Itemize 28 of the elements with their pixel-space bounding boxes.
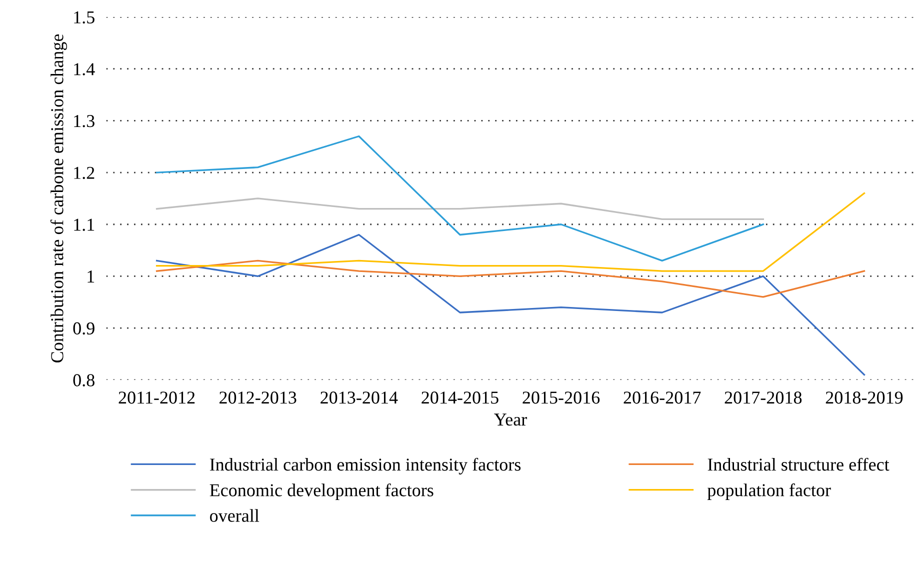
y-tick-label: 0.8 bbox=[73, 374, 94, 386]
y-tick-label: 1.1 bbox=[74, 218, 94, 231]
y-tick-label: 1.5 bbox=[74, 11, 94, 24]
x-tick-label: 2012-2013 bbox=[220, 392, 296, 404]
line-series bbox=[156, 192, 866, 272]
x-tick-label: 2018-2019 bbox=[826, 392, 903, 404]
x-axis-title: Year bbox=[494, 414, 527, 426]
y-tick-label: 1.3 bbox=[74, 115, 94, 128]
legend-label: Economic development factors bbox=[210, 483, 434, 500]
legend-label: Industrial structure effect bbox=[708, 458, 890, 471]
line-series bbox=[156, 234, 866, 376]
line-series bbox=[156, 135, 764, 262]
y-tick-label: 1 bbox=[88, 270, 94, 282]
y-tick-label: 1.4 bbox=[74, 63, 95, 76]
y-axis-title: Contribution rate of carbone emission change bbox=[50, 34, 68, 362]
line-series bbox=[156, 198, 764, 220]
y-tick-label: 0.9 bbox=[73, 322, 94, 335]
legend-label: overall bbox=[210, 509, 260, 522]
x-tick-label: 2017-2018 bbox=[724, 392, 802, 404]
y-tick-label: 1.2 bbox=[74, 166, 94, 180]
x-tick-label: 2015-2016 bbox=[522, 392, 600, 404]
x-tick-label: 2013-2014 bbox=[320, 392, 398, 404]
x-tick-label: 2014-2015 bbox=[422, 392, 498, 404]
line-series bbox=[156, 260, 866, 298]
x-tick-label: 2016-2017 bbox=[624, 392, 701, 404]
x-tick-label: 2011-2012 bbox=[118, 392, 195, 404]
legend-label: Industrial carbon emission intensity factors bbox=[210, 458, 521, 474]
legend-label: population factor bbox=[707, 483, 831, 500]
